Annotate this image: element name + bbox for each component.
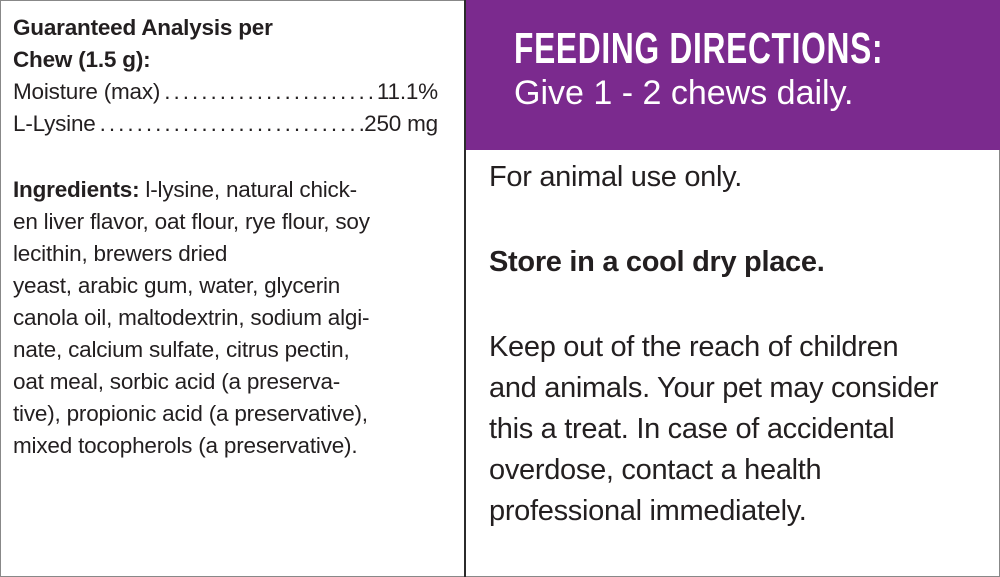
warning-line: Keep out of the reach of children bbox=[489, 331, 899, 363]
ingredients-text: l-lysine, natural chick- bbox=[139, 177, 357, 202]
analysis-panel: Guaranteed Analysis per Chew (1.5 g): Mo… bbox=[0, 0, 465, 577]
warning-line: and animals. Your pet may consider bbox=[489, 372, 939, 404]
ingredients-line: oat meal, sorbic acid (a preserva- bbox=[13, 369, 341, 394]
notes-panel: For animal use only. Store in a cool dry… bbox=[489, 157, 939, 532]
analysis-row-moisture: Moisture (max) .........................… bbox=[13, 76, 438, 108]
storage-note: Store in a cool dry place. bbox=[489, 246, 825, 278]
ingredients-line: tive), propionic acid (a preservative), bbox=[13, 401, 368, 426]
ingredients-line: nate, calcium sulfate, citrus pectin, bbox=[13, 337, 350, 362]
warning-line: this a treat. In case of accidental bbox=[489, 413, 895, 445]
dot-leader: ........................................… bbox=[164, 79, 377, 104]
animal-use-note: For animal use only. bbox=[489, 161, 742, 193]
warning-line: overdose, contact a health bbox=[489, 454, 822, 486]
analysis-label: L-Lysine bbox=[13, 111, 96, 136]
feeding-directions-banner: FEEDING DIRECTIONS: Give 1 - 2 chews dai… bbox=[466, 0, 1000, 150]
analysis-text: Guaranteed Analysis per Chew (1.5 g): Mo… bbox=[13, 12, 438, 462]
panel-divider bbox=[464, 0, 466, 577]
dot-leader: ........................................… bbox=[99, 111, 365, 136]
ingredients-line: mixed tocopherols (a preservative). bbox=[13, 433, 358, 458]
analysis-value: 11.1% bbox=[376, 79, 438, 104]
feeding-instruction: Give 1 - 2 chews daily. bbox=[514, 74, 854, 112]
warning-line: professional immediately. bbox=[489, 495, 807, 527]
feeding-title: FEEDING DIRECTIONS: bbox=[514, 24, 884, 73]
ingredients-line: Ingredients: l-lysine, natural chick- bbox=[13, 174, 438, 206]
analysis-label: Moisture (max) bbox=[13, 79, 161, 104]
analysis-heading-line: Chew (1.5 g): bbox=[13, 47, 151, 72]
ingredients-label: Ingredients: bbox=[13, 177, 140, 202]
analysis-heading-line: Guaranteed Analysis per bbox=[13, 15, 273, 40]
ingredients-line: en liver flavor, oat flour, rye flour, s… bbox=[13, 209, 370, 234]
ingredients-line: canola oil, maltodextrin, sodium algi- bbox=[13, 305, 370, 330]
ingredients-line: lecithin, brewers dried bbox=[13, 241, 228, 266]
analysis-row-lysine: L-Lysine ...............................… bbox=[13, 108, 438, 140]
ingredients-line: yeast, arabic gum, water, glycerin bbox=[13, 273, 341, 298]
analysis-value: 250 mg bbox=[364, 111, 438, 136]
